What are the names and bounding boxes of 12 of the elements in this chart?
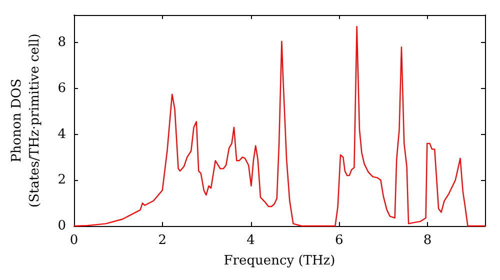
- y-tick-label: 6: [58, 80, 66, 96]
- y-tick-label: 2: [58, 172, 66, 188]
- x-axis-title: Frequency (THz): [224, 253, 336, 268]
- x-tick-label: 8: [423, 233, 432, 248]
- x-tick-label: 2: [158, 233, 167, 248]
- y-tick-label: 0: [58, 218, 66, 234]
- y-tick-label: 8: [58, 35, 66, 50]
- x-tick-label: 0: [70, 233, 78, 248]
- y-axis-title: Phonon DOS (States/THz·primitive cell): [10, 33, 42, 208]
- y-tick-label: 4: [58, 126, 66, 142]
- x-tick-label: 6: [335, 233, 344, 248]
- x-tick-label: 4: [246, 233, 255, 248]
